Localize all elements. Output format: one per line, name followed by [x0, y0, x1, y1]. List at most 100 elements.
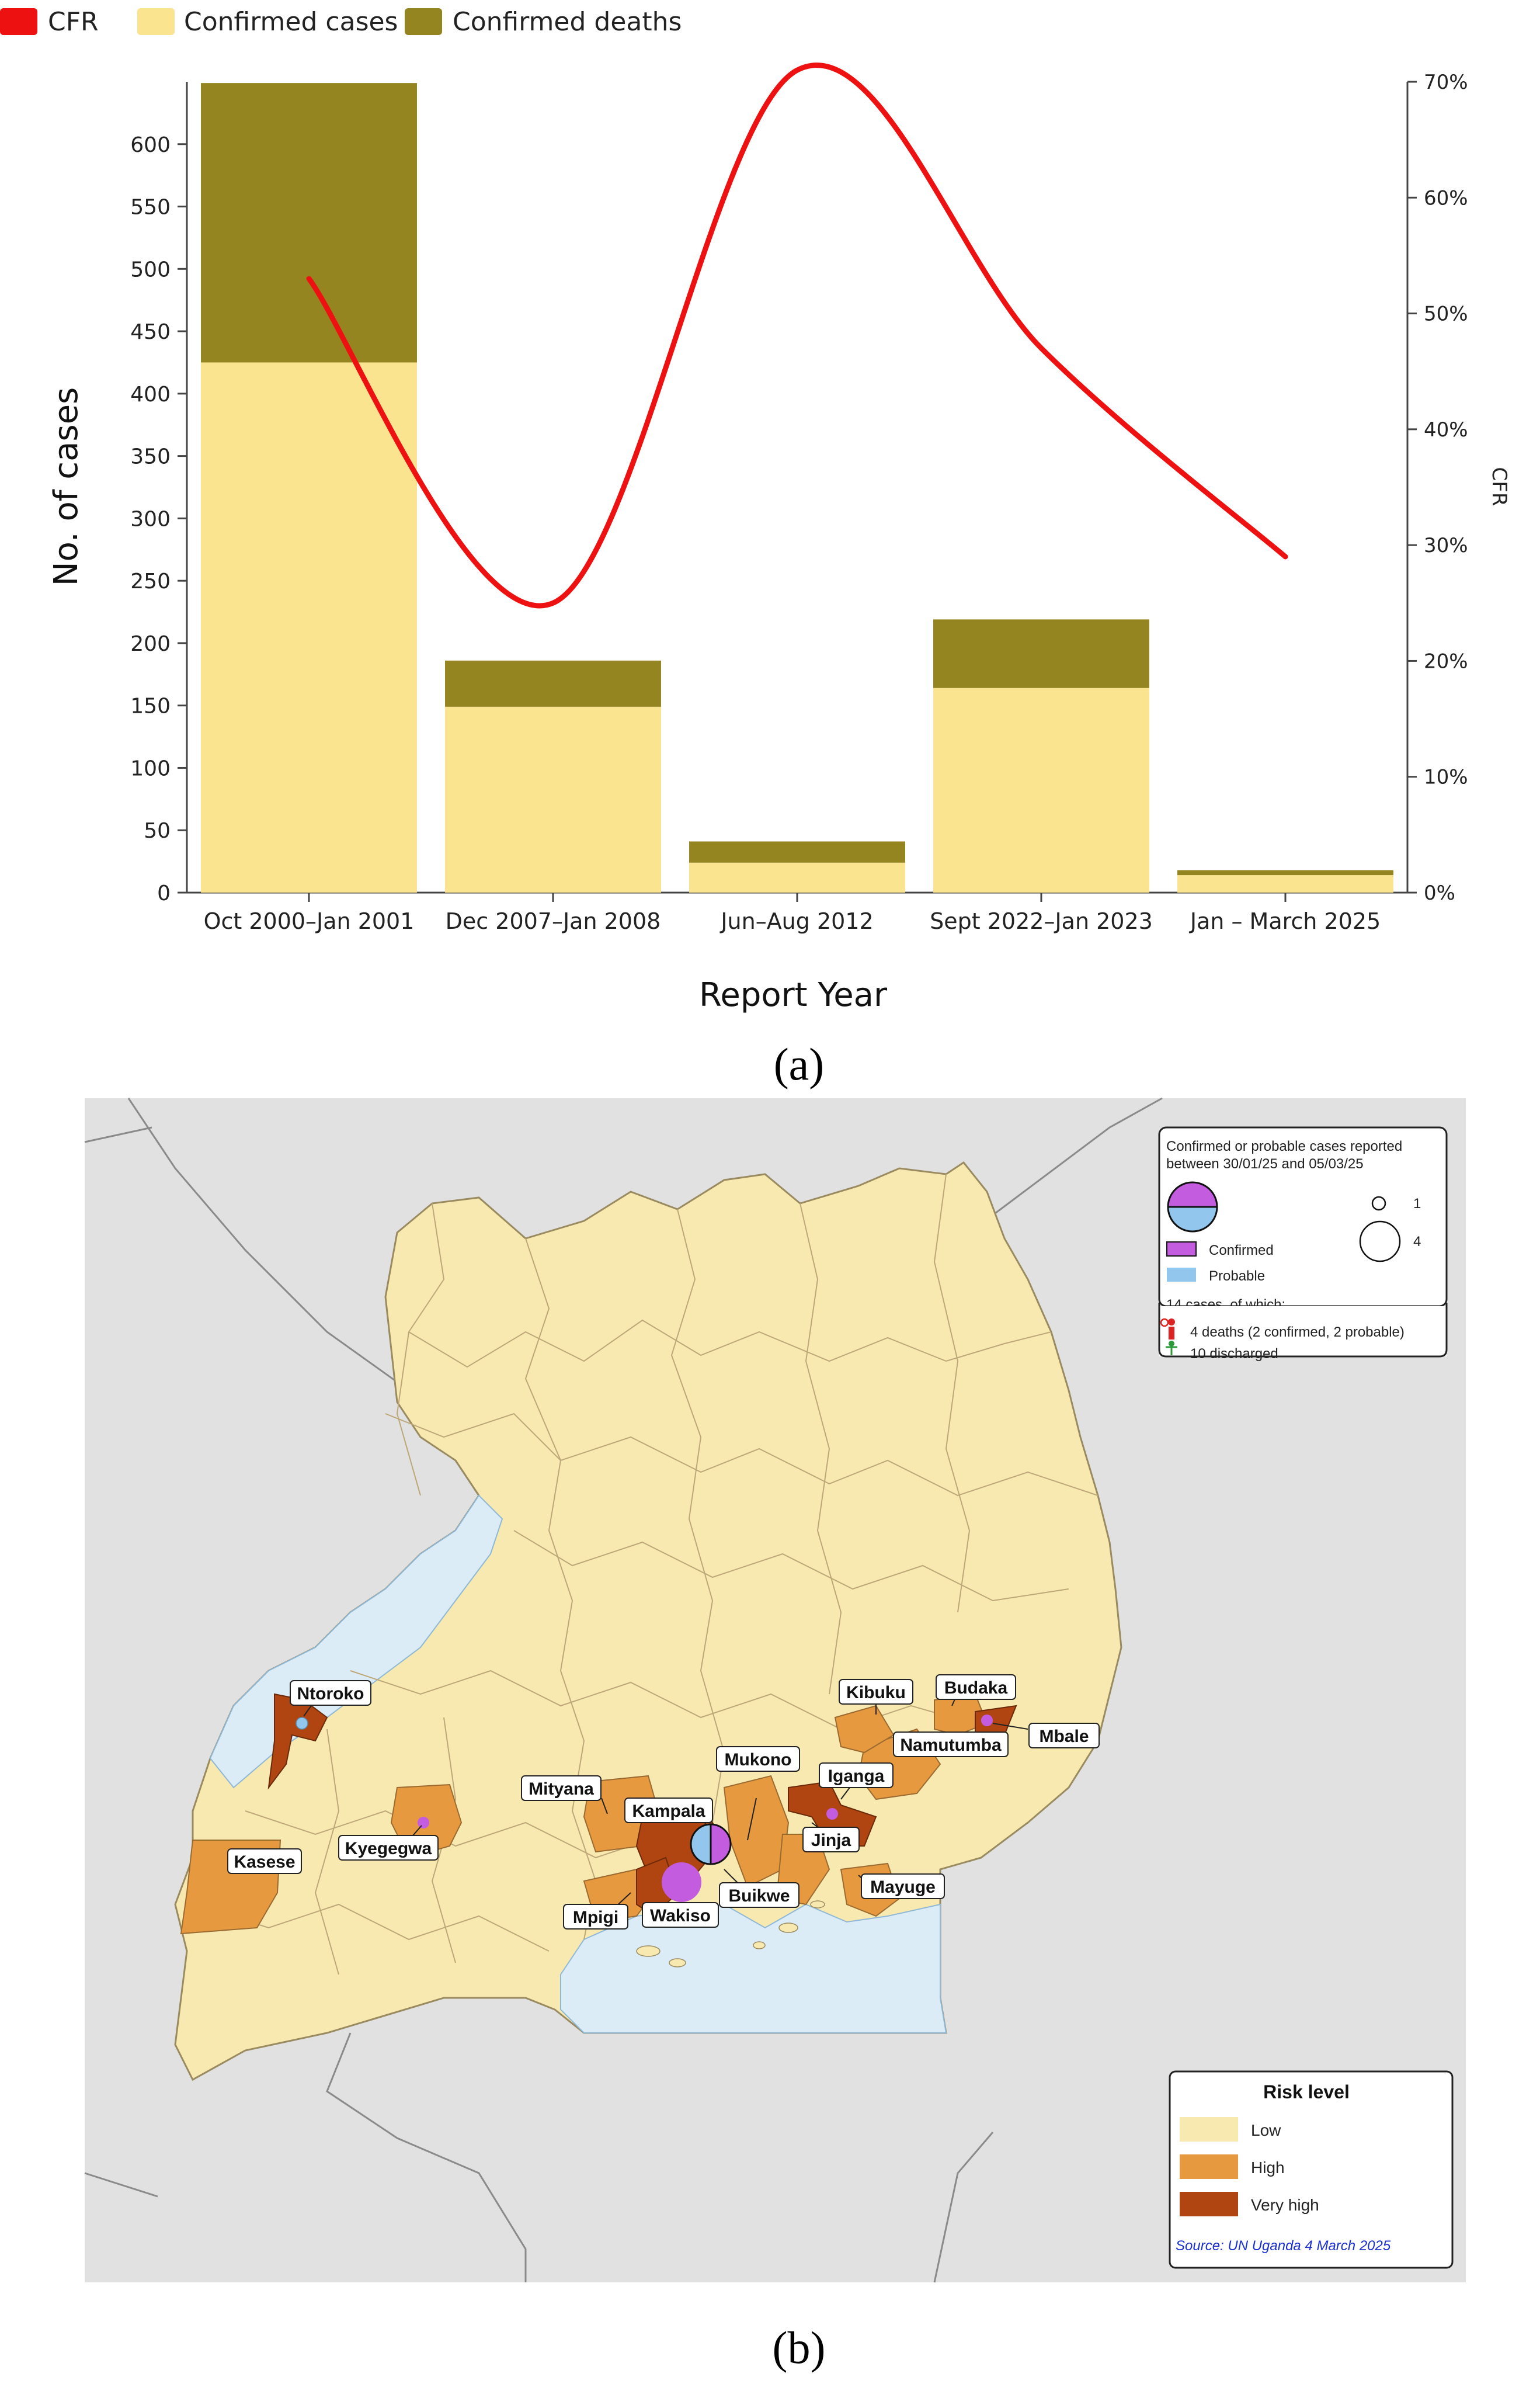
legend-label-cfr: CFR: [48, 7, 99, 37]
label-mukono: Mukono: [716, 1746, 800, 1772]
confirmed-label: Confirmed: [1209, 1243, 1274, 1258]
cfr-point-1: [552, 602, 554, 604]
svg-text:Mityana: Mityana: [529, 1779, 594, 1799]
bars-layer: [201, 83, 1393, 893]
size-large-icon: [1359, 1220, 1401, 1262]
x-tick-label-2: Jun–Aug 2012: [719, 908, 873, 934]
y2-tick-label-5: 50%: [1424, 303, 1468, 326]
svg-text:Kasese: Kasese: [234, 1852, 295, 1872]
y-tick-label-10: 500: [130, 258, 171, 282]
y-tick-label-1: 50: [144, 819, 171, 843]
y-tick-label-2: 100: [130, 757, 171, 780]
x-tick-label-4: Jan – March 2025: [1189, 908, 1381, 934]
x-axis-title: Report Year: [699, 976, 888, 1014]
y2-tick-label-3: 30%: [1424, 534, 1468, 557]
y2-tick-label-4: 40%: [1424, 418, 1468, 442]
chart-legend: CFR Confirmed cases Confirmed deaths: [0, 7, 682, 37]
svg-text:Iganga: Iganga: [828, 1767, 885, 1786]
probable-swatch: [1167, 1268, 1196, 1282]
death-icon: [1160, 1318, 1175, 1340]
cfr-point-3: [1041, 348, 1042, 349]
y-tick-label-0: 0: [157, 882, 171, 905]
cfr-line-layer: [306, 63, 1288, 609]
svg-text:Kibuku: Kibuku: [846, 1683, 906, 1702]
case-markers: [296, 1715, 993, 1902]
y2-tick-label-7: 70%: [1424, 71, 1468, 94]
svg-text:Mukono: Mukono: [725, 1750, 792, 1769]
label-mityana: Mityana: [521, 1775, 602, 1801]
discharged-icon: [1166, 1341, 1177, 1355]
y2-axis-title: CFR: [1487, 467, 1511, 506]
svg-text:Buikwe: Buikwe: [728, 1886, 790, 1906]
bar-confirmed-cases-1: [445, 706, 661, 893]
cases-legend: Confirmed or probable cases reported bet…: [1158, 1126, 1448, 1313]
cases-cfr-chart: CFR Confirmed cases Confirmed deaths 0 50…: [0, 7, 1511, 1089]
svg-text:Mpigi: Mpigi: [573, 1908, 618, 1927]
y2-tick-label-6: 60%: [1424, 186, 1468, 210]
case-marker-iganga: [826, 1808, 838, 1820]
deaths-label: 4 deaths (2 confirmed, 2 probable): [1190, 1324, 1405, 1340]
svg-text:Jinja: Jinja: [811, 1831, 851, 1850]
lake-islands: [636, 1900, 825, 1967]
label-mayuge: Mayuge: [861, 1873, 945, 1899]
bar-confirmed-cases-0: [201, 362, 417, 893]
bar-confirmed-deaths-0: [201, 83, 417, 363]
case-marker-wakiso: [662, 1862, 701, 1902]
label-kampala: Kampala: [624, 1797, 713, 1823]
legend-swatch-confirmed-deaths: [405, 8, 442, 35]
y2-tick-label-1: 10%: [1424, 766, 1468, 789]
cfr-point-0: [308, 278, 310, 280]
district-labels: Ntoroko Kasese Kyegegwa Mityana Kampala …: [227, 1674, 1100, 1930]
bar-confirmed-deaths-3: [933, 619, 1149, 688]
case-marker-kyegegwa: [418, 1817, 429, 1828]
svg-text:Budaka: Budaka: [944, 1678, 1008, 1698]
x-tick-label-3: Sept 2022–Jan 2023: [930, 908, 1153, 934]
y-tick-label-3: 150: [130, 695, 171, 719]
y-axis-title: No. of cases: [47, 387, 85, 586]
uganda-risk-map: Ntoroko Kasese Kyegegwa Mityana Kampala …: [84, 1097, 1466, 2373]
legend-swatch-confirmed-cases: [137, 8, 175, 35]
y-tick-label-4: 200: [130, 632, 171, 656]
risk-legend-source: Source: UN Uganda 4 March 2025: [1176, 2238, 1391, 2254]
cfr-line: [306, 63, 1288, 609]
risk-label-low: Low: [1251, 2121, 1281, 2139]
size-small-icon: [1371, 1196, 1386, 1211]
cases-legend-continued: 4 deaths (2 confirmed, 2 probable) 10 di…: [1158, 1303, 1448, 1362]
y-tick-label-6: 300: [130, 507, 171, 531]
caption-b: (b): [773, 2322, 826, 2373]
probable-label: Probable: [1209, 1268, 1265, 1284]
size-large-label: 4: [1413, 1234, 1421, 1250]
x-tick-label-0: Oct 2000–Jan 2001: [204, 908, 415, 934]
cfr-point-4: [1285, 556, 1286, 557]
label-iganga: Iganga: [819, 1762, 894, 1788]
y-tick-label-11: 550: [130, 196, 171, 220]
label-namutumba: Namutumba: [893, 1731, 1009, 1757]
svg-text:Wakiso: Wakiso: [650, 1906, 711, 1925]
label-kyegegwa: Kyegegwa: [338, 1835, 439, 1861]
label-budaka: Budaka: [936, 1674, 1016, 1700]
svg-text:Kampala: Kampala: [632, 1802, 705, 1821]
bar-confirmed-deaths-2: [689, 841, 905, 863]
case-marker-mbale: [981, 1715, 993, 1726]
label-mbale: Mbale: [1028, 1723, 1100, 1748]
label-mpigi: Mpigi: [563, 1904, 628, 1930]
label-buikwe: Buikwe: [719, 1882, 799, 1908]
bar-confirmed-cases-3: [933, 688, 1149, 893]
size-small-label: 1: [1413, 1196, 1421, 1212]
svg-text:Namutumba: Namutumba: [900, 1736, 1002, 1755]
legend-label-confirmed-cases: Confirmed cases: [184, 7, 398, 37]
risk-label-very-high: Very high: [1251, 2196, 1319, 2214]
x-tick-label-1: Dec 2007–Jan 2008: [446, 908, 661, 934]
label-ntoroko: Ntoroko: [290, 1680, 371, 1706]
risk-swatch-very-high: [1180, 2192, 1238, 2216]
legend-swatch-cfr: [0, 8, 37, 35]
y-tick-label-8: 400: [130, 383, 171, 407]
y-tick-label-5: 250: [130, 570, 171, 594]
label-kibuku: Kibuku: [839, 1679, 913, 1705]
bar-confirmed-deaths-4: [1177, 870, 1393, 876]
case-marker-kampala: [690, 1823, 732, 1865]
svg-text:Mbale: Mbale: [1039, 1727, 1089, 1746]
y2-tick-label-2: 20%: [1424, 650, 1468, 673]
svg-text:Ntoroko: Ntoroko: [297, 1684, 364, 1703]
confirmed-swatch: [1166, 1241, 1197, 1257]
